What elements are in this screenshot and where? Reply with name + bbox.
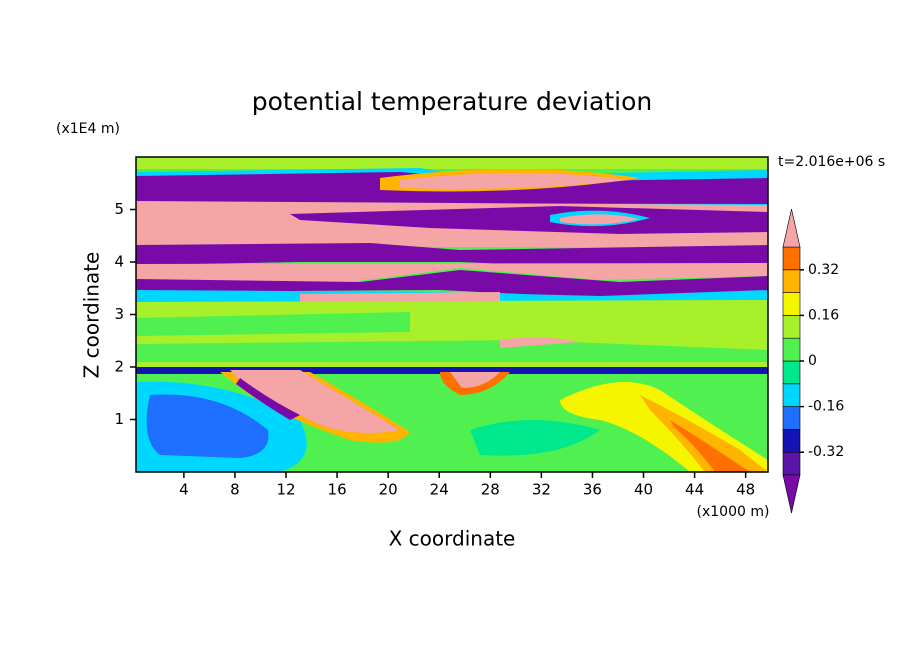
x-tick-label: 4: [179, 481, 189, 499]
x-tick-label: 12: [276, 481, 295, 499]
colorbar-box: [782, 451, 801, 476]
colorbar-tick-label: 0.32: [808, 262, 839, 278]
y-unit: (x1E4 m): [56, 121, 120, 137]
x-tick-label: 32: [532, 481, 551, 499]
x-tick-label: 8: [230, 481, 240, 499]
x-tick-label: 16: [328, 481, 347, 499]
colorbar-box: [782, 383, 801, 407]
colorbar-high-triangle: [782, 208, 801, 248]
y-tick-label: 3: [114, 305, 124, 323]
colorbar-box: [782, 406, 801, 430]
colorbar-box: [782, 292, 801, 316]
x-tick-label: 36: [583, 481, 602, 499]
chart-title: potential temperature deviation: [252, 87, 652, 116]
colorbar-box: [782, 269, 801, 293]
colorbar-box: [782, 246, 801, 271]
y-axis-label: Z coordinate: [80, 252, 104, 379]
colorbar-tick-label: -0.16: [808, 399, 844, 415]
y-tick-label: 5: [114, 200, 124, 218]
colorbar-low-triangle: [782, 474, 801, 514]
x-tick-label: 24: [430, 481, 449, 499]
colorbar-tick-label: 0.16: [808, 307, 839, 323]
colorbar-box: [782, 360, 801, 385]
x-axis-label: X coordinate: [389, 527, 516, 551]
y-tick-label: 2: [114, 358, 124, 376]
colorbar-box: [782, 337, 801, 362]
x-tick-label: 44: [685, 481, 704, 499]
colorbar-box: [782, 315, 801, 339]
time-annotation: t=2.016e+06 s: [778, 154, 885, 170]
colorbar-box: [782, 429, 801, 453]
x-tick-label: 40: [634, 481, 653, 499]
colorbar-tick-label: 0: [808, 353, 817, 369]
y-tick-label: 1: [114, 410, 124, 428]
x-tick-label: 28: [481, 481, 500, 499]
x-tick-label: 48: [736, 481, 755, 499]
colorbar-tick-label: -0.32: [808, 444, 844, 460]
x-unit: (x1000 m): [697, 504, 770, 520]
contour-field: [136, 157, 768, 472]
x-tick-label: 20: [379, 481, 398, 499]
y-tick-label: 4: [114, 253, 124, 271]
